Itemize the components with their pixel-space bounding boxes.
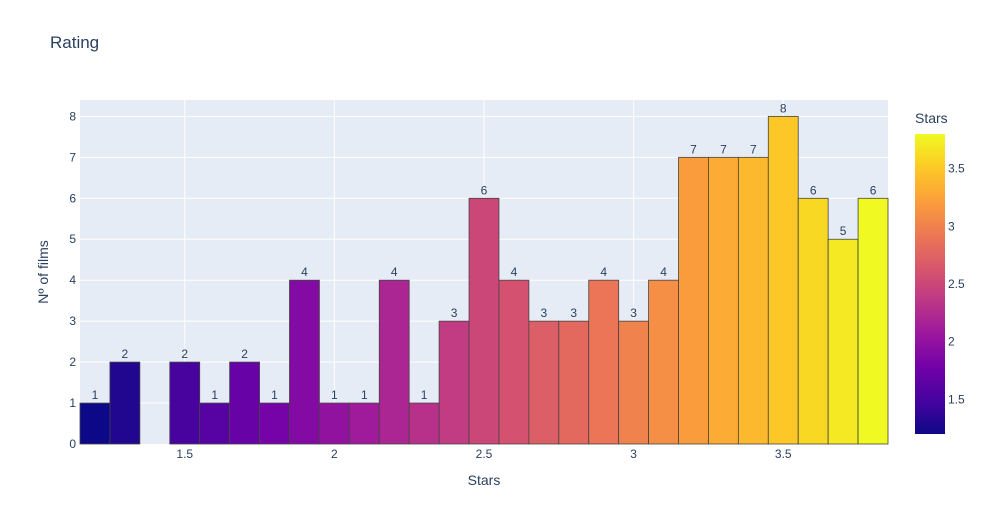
bar xyxy=(708,156,739,445)
bar xyxy=(588,279,620,445)
bar-value-label: 1 xyxy=(271,388,278,402)
bar-value-label: 4 xyxy=(660,265,667,279)
y-tick-label: 1 xyxy=(69,396,76,410)
bar xyxy=(378,279,410,445)
bar xyxy=(558,320,590,445)
colorbar-tick-label: 3 xyxy=(948,219,955,233)
bar xyxy=(319,402,350,445)
bar xyxy=(348,402,380,445)
bar-value-label: 1 xyxy=(421,388,428,402)
colorbar: Stars 1.5 2 2.5 3 3.5 xyxy=(915,110,965,434)
colorbar-tick-label: 2 xyxy=(948,335,955,349)
y-axis-ticks: 0 1 2 3 4 5 6 7 8 xyxy=(69,109,76,451)
x-tick-label: 2 xyxy=(331,447,338,461)
bar-value-label: 8 xyxy=(780,101,787,115)
y-axis-label: Nº of films xyxy=(35,240,51,303)
bar xyxy=(408,402,440,445)
bar xyxy=(767,115,799,445)
bar-value-label: 6 xyxy=(870,183,877,197)
x-tick-label: 2.5 xyxy=(476,447,493,461)
bar xyxy=(678,156,709,445)
bar-value-label: 2 xyxy=(181,347,188,361)
colorbar-gradient xyxy=(915,134,945,434)
bar xyxy=(528,320,560,445)
y-tick-label: 4 xyxy=(69,273,76,287)
bar xyxy=(797,197,829,445)
colorbar-title: Stars xyxy=(915,110,948,126)
chart-title: Rating xyxy=(50,33,100,52)
bar-value-label: 2 xyxy=(241,347,248,361)
bar xyxy=(169,361,201,445)
bar xyxy=(857,197,889,445)
bar xyxy=(199,402,231,445)
bar xyxy=(498,279,530,445)
bar-value-label: 1 xyxy=(92,388,99,402)
bars xyxy=(79,115,889,445)
bar-value-label: 4 xyxy=(301,265,308,279)
bar xyxy=(79,402,111,445)
bar-value-label: 4 xyxy=(600,265,607,279)
y-tick-label: 3 xyxy=(69,314,76,328)
bar-value-label: 5 xyxy=(840,224,847,238)
x-tick-label: 3.5 xyxy=(775,447,792,461)
bar xyxy=(737,156,769,445)
bar-value-label: 6 xyxy=(810,183,817,197)
bar-value-label: 3 xyxy=(451,306,458,320)
colorbar-tick-label: 1.5 xyxy=(948,392,965,406)
bar-value-label: 1 xyxy=(361,388,368,402)
bar-value-label: 3 xyxy=(541,306,548,320)
bar-value-label: 6 xyxy=(481,183,488,197)
colorbar-tick-label: 2.5 xyxy=(948,277,965,291)
bar-value-label: 7 xyxy=(720,142,727,156)
bar-value-label: 4 xyxy=(511,265,518,279)
bar-value-label: 1 xyxy=(211,388,218,402)
bar-value-label: 7 xyxy=(690,142,697,156)
y-tick-label: 6 xyxy=(69,191,76,205)
bar-value-label: 4 xyxy=(391,265,398,279)
bar-labels: 1 2 2 1 2 1 4 1 1 4 1 3 6 4 3 3 4 3 4 7 7 7 8 6 5 6 xyxy=(92,101,877,402)
bar xyxy=(438,320,470,445)
bar xyxy=(827,238,859,445)
bar-value-label: 7 xyxy=(750,142,757,156)
y-tick-label: 0 xyxy=(69,437,76,451)
x-axis-ticks: 1.5 2 2.5 3 3.5 xyxy=(176,447,792,461)
y-tick-label: 7 xyxy=(69,150,76,164)
y-tick-label: 2 xyxy=(69,355,76,369)
bar xyxy=(259,402,290,445)
bar-value-label: 3 xyxy=(570,306,577,320)
colorbar-ticks: 1.5 2 2.5 3 3.5 xyxy=(948,162,965,407)
bar-value-label: 3 xyxy=(630,306,637,320)
bar xyxy=(229,361,260,445)
bar xyxy=(289,279,320,445)
bar-value-label: 2 xyxy=(122,347,129,361)
x-axis-label: Stars xyxy=(468,472,501,488)
bar xyxy=(648,279,679,445)
bar xyxy=(109,361,141,445)
bar-value-label: 1 xyxy=(331,388,338,402)
y-tick-label: 8 xyxy=(69,109,76,123)
x-tick-label: 3 xyxy=(630,447,637,461)
y-tick-label: 5 xyxy=(69,232,76,246)
x-tick-label: 1.5 xyxy=(176,447,193,461)
bar xyxy=(618,320,649,445)
colorbar-tick-label: 3.5 xyxy=(948,162,965,176)
bar xyxy=(468,197,500,445)
